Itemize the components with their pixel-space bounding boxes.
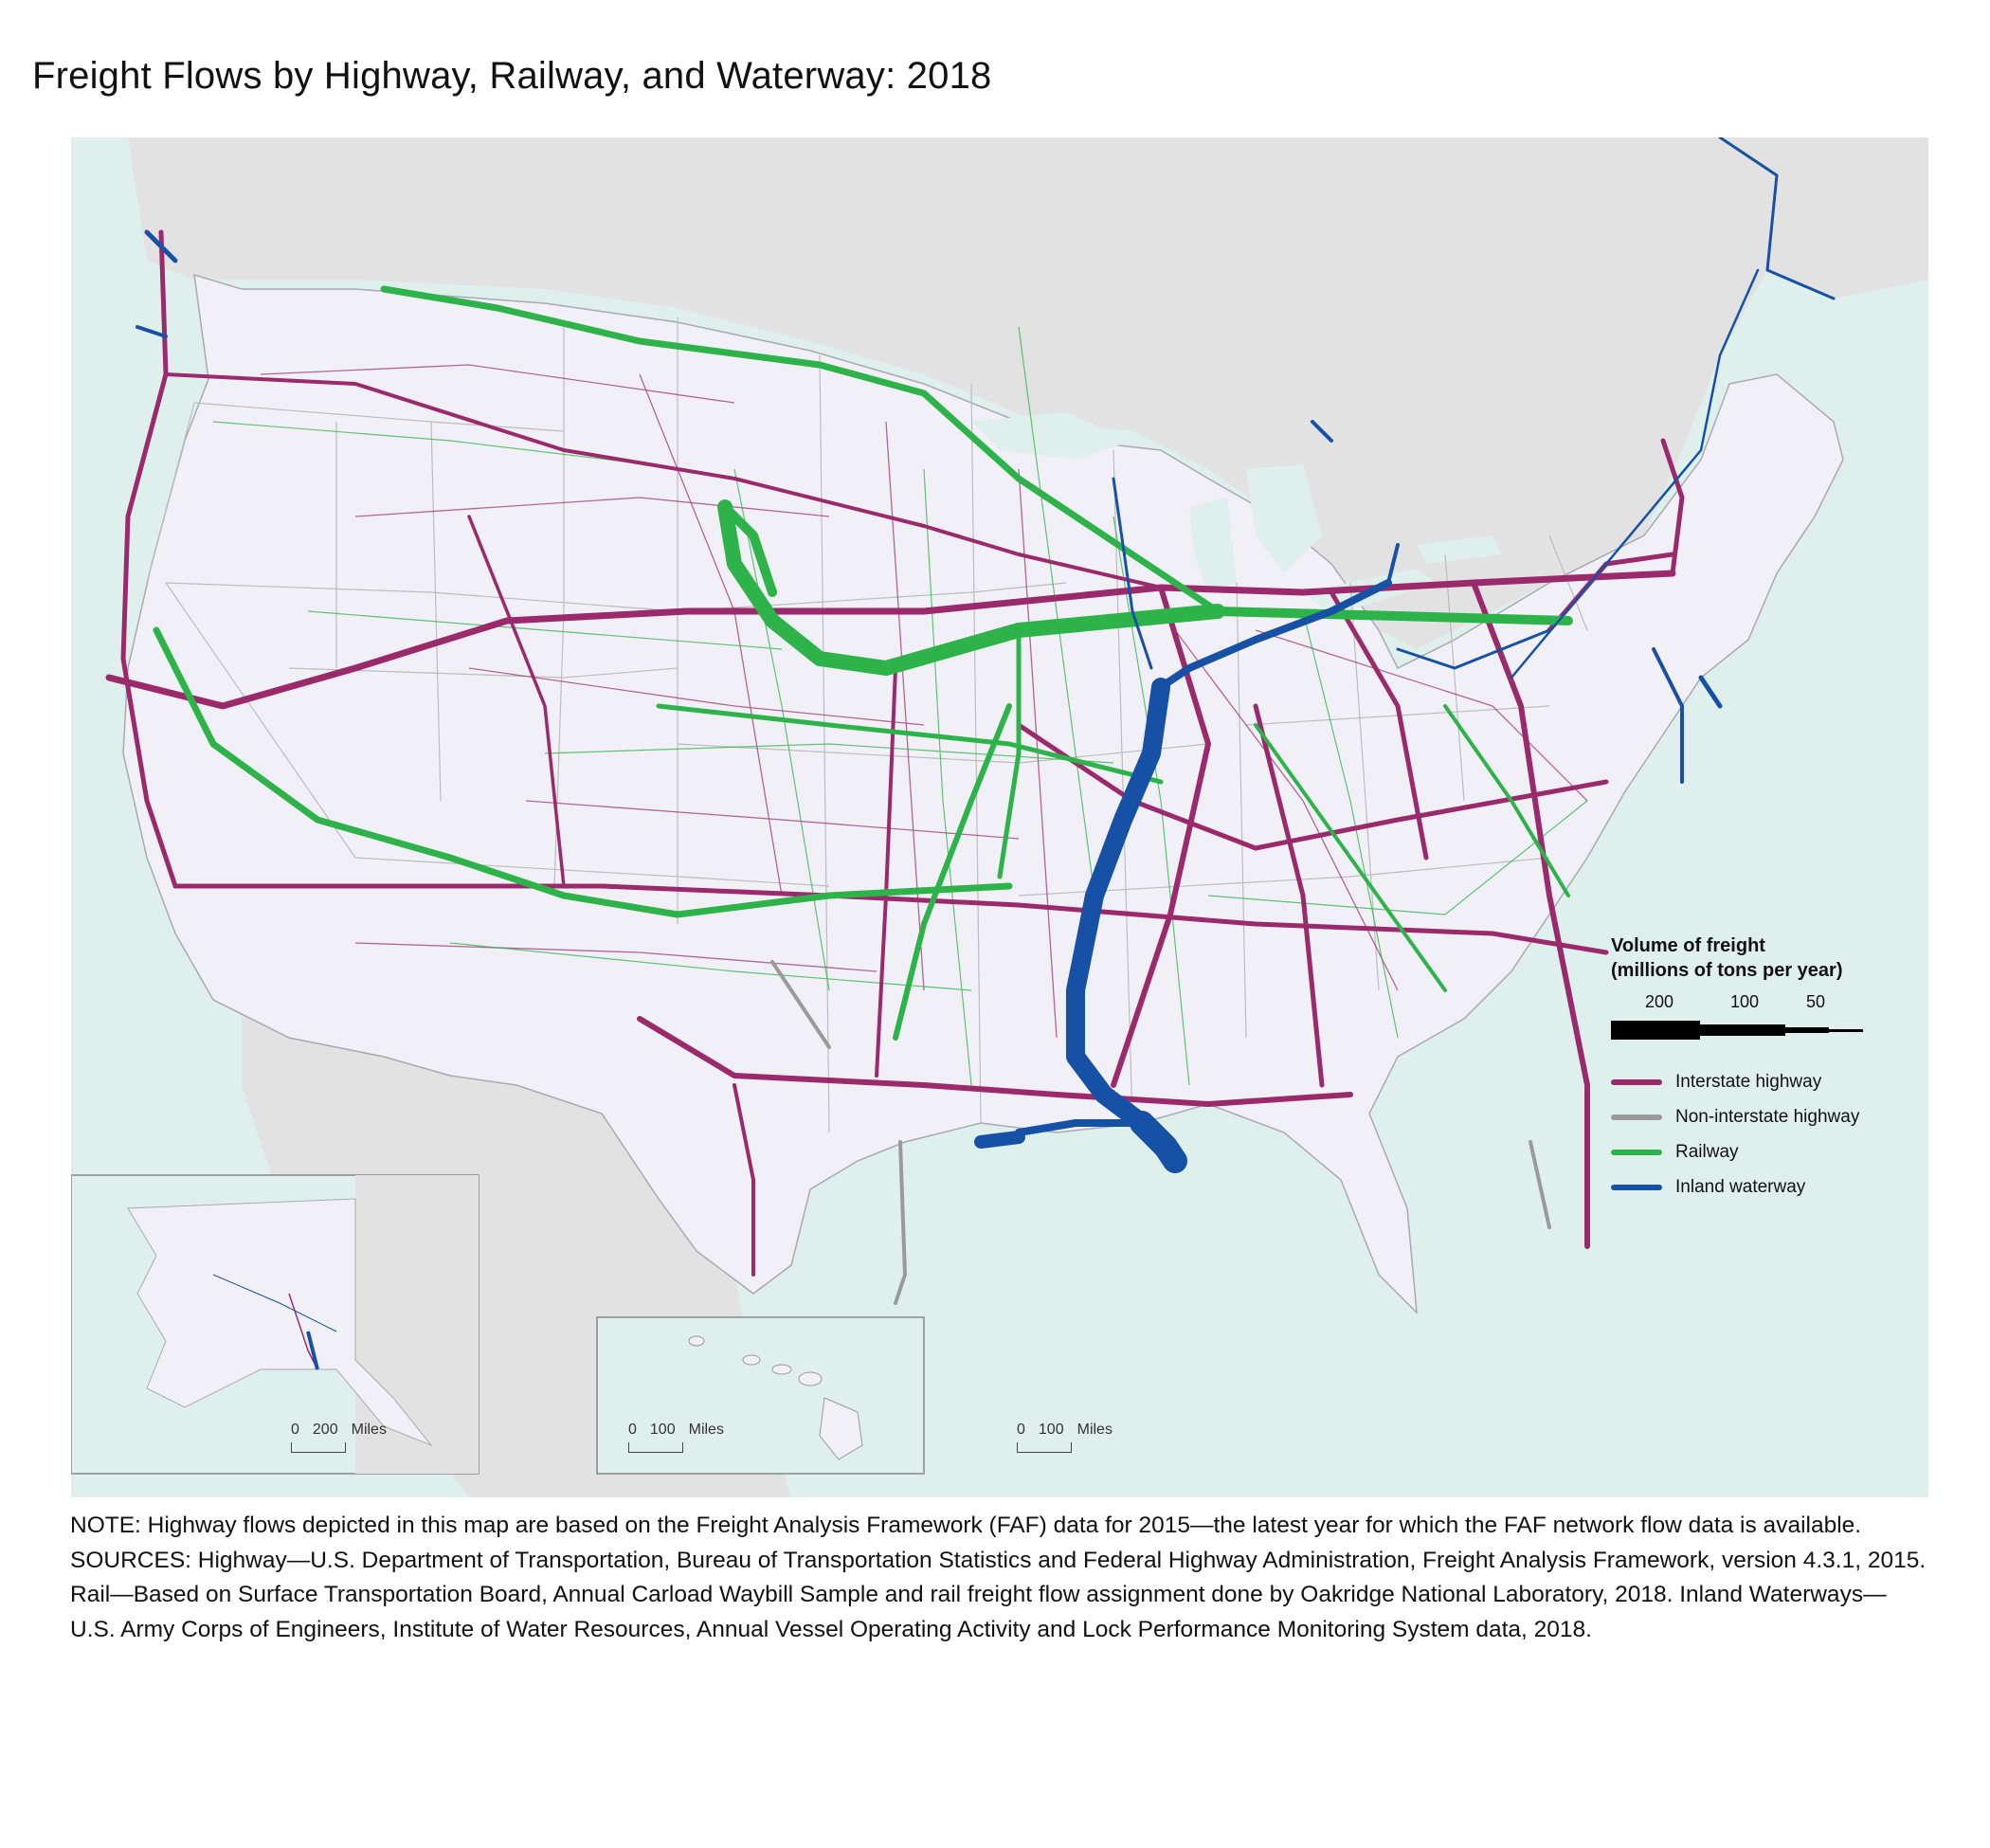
hawaii-scalebar: 0 100 Miles bbox=[628, 1422, 724, 1453]
scalebar-ticks bbox=[291, 1442, 346, 1453]
legend-item-non-interstate-highway: Non-interstate highway bbox=[1611, 1099, 1914, 1134]
legend-title-line-1: Volume of freight bbox=[1611, 935, 1765, 956]
railways bbox=[153, 285, 1573, 1041]
legend-item-inland-waterway: Inland waterway bbox=[1611, 1169, 1914, 1205]
legend-swatch-waterway bbox=[1611, 1184, 1662, 1190]
legend-label: Inland waterway bbox=[1675, 1176, 1806, 1197]
inland-waterways bbox=[136, 137, 1836, 1173]
legend-swatch-interstate bbox=[1611, 1078, 1662, 1085]
legend-title: Volume of freight (millions of tons per … bbox=[1611, 933, 1914, 983]
scalebar-distance: 100 bbox=[1038, 1422, 1064, 1438]
scalebar-distance: 200 bbox=[312, 1422, 338, 1438]
legend-title-line-2: (millions of tons per year) bbox=[1611, 960, 1843, 981]
hawaii-inset bbox=[596, 1316, 925, 1475]
minor-highways bbox=[260, 364, 1588, 1039]
legend-swatch-railway bbox=[1611, 1149, 1662, 1155]
scalebar-unit: Miles bbox=[351, 1422, 387, 1438]
scalebar-zero: 0 bbox=[291, 1422, 299, 1438]
legend-item-interstate-highway: Interstate highway bbox=[1611, 1064, 1914, 1099]
scalebar-unit: Miles bbox=[1076, 1422, 1113, 1438]
scalebar-ticks bbox=[628, 1442, 683, 1453]
map-title: Freight Flows by Highway, Railway, and W… bbox=[32, 55, 992, 97]
legend-label: Railway bbox=[1675, 1141, 1739, 1162]
legend-volume-scale-bar bbox=[1611, 1019, 1914, 1042]
legend-scale-50: 50 bbox=[1806, 992, 1826, 1011]
scalebar-distance: 100 bbox=[649, 1422, 676, 1438]
scalebar-unit: Miles bbox=[688, 1422, 724, 1438]
scalebar-ticks bbox=[1017, 1442, 1072, 1453]
map-notes: NOTE: Highway flows depicted in this map… bbox=[70, 1509, 1927, 1647]
scalebar-zero: 0 bbox=[1017, 1422, 1025, 1438]
interstate-highways bbox=[105, 229, 1685, 1277]
legend-label: Non-interstate highway bbox=[1675, 1106, 1860, 1127]
alaska-inset bbox=[71, 1174, 479, 1475]
note-text: NOTE: Highway flows depicted in this map… bbox=[70, 1513, 1862, 1538]
legend-item-railway: Railway bbox=[1611, 1134, 1914, 1169]
legend-swatch-non-interstate bbox=[1611, 1114, 1662, 1120]
legend-items: Interstate highway Non-interstate highwa… bbox=[1611, 1064, 1914, 1205]
map-frame: 0 200 Miles 0 100 Miles 0 100 Miles bbox=[71, 137, 1928, 1497]
non-interstate-highways bbox=[770, 960, 1551, 1305]
legend-scale-labels: 200 100 50 bbox=[1611, 990, 1914, 1019]
freight-map bbox=[71, 137, 1928, 1497]
legend-scale-100: 100 bbox=[1730, 992, 1760, 1011]
alaska-scalebar: 0 200 Miles bbox=[291, 1422, 387, 1453]
canada-land bbox=[71, 137, 1928, 649]
map-legend: Volume of freight (millions of tons per … bbox=[1611, 933, 1914, 1205]
conus-scalebar: 0 100 Miles bbox=[1017, 1422, 1113, 1453]
legend-label: Interstate highway bbox=[1675, 1071, 1822, 1092]
legend-scale-200: 200 bbox=[1645, 992, 1674, 1011]
scalebar-zero: 0 bbox=[628, 1422, 637, 1438]
sources-text: SOURCES: Highway—U.S. Department of Tran… bbox=[70, 1547, 1927, 1642]
